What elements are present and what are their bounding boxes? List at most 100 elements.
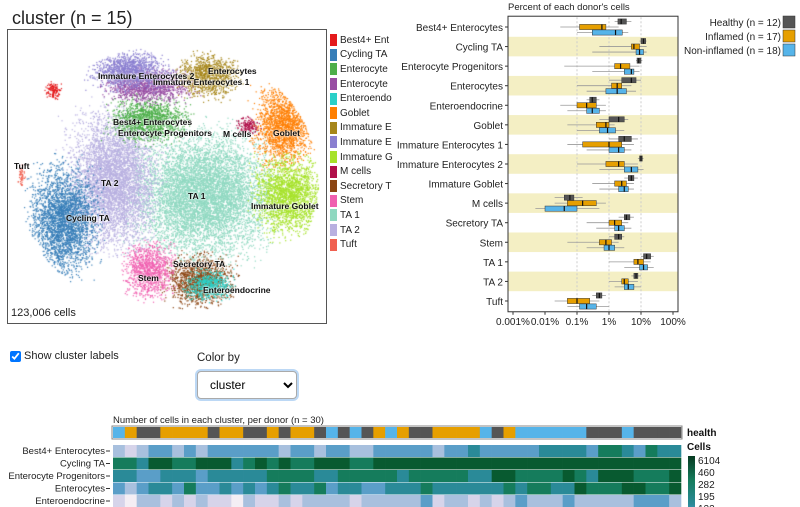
box — [614, 180, 627, 187]
box — [589, 96, 597, 103]
heatmap-cell — [266, 482, 279, 495]
show-cluster-labels-checkbox[interactable]: Show cluster labels — [8, 350, 119, 362]
heatmap-cell — [290, 495, 303, 507]
legend-item[interactable]: Tuft — [330, 237, 400, 252]
health-cell — [408, 427, 421, 438]
health-cell — [527, 427, 540, 438]
heatmap-cell — [657, 495, 670, 507]
y-tick-label: TA 2 — [483, 277, 503, 288]
heatmap-cell — [219, 495, 232, 507]
cluster-label: M cells — [223, 129, 252, 139]
legend-item[interactable]: M cells — [330, 164, 400, 179]
heatmap-cell — [432, 457, 445, 470]
legend-item[interactable]: TA 2 — [330, 223, 400, 238]
health-cell — [444, 427, 457, 438]
legend-item[interactable]: Cycling TA — [330, 48, 400, 63]
color-by-label: Color by — [197, 352, 240, 364]
heatmap-cell — [231, 470, 244, 482]
y-tick-label: Enterocytes — [450, 82, 503, 93]
heatmap-cell — [397, 445, 410, 457]
heatmap-cell — [479, 495, 492, 507]
heatmap-cell — [302, 445, 315, 457]
heatmap-cell — [113, 482, 126, 495]
box — [579, 24, 607, 30]
legend-swatch — [782, 43, 796, 57]
legend-item[interactable]: Best4+ Ent — [330, 33, 400, 48]
legend-label: Inflamed (n = 17) — [705, 32, 781, 43]
heatmap-cell — [136, 482, 149, 495]
heatmap-cell — [160, 482, 173, 495]
legend-item[interactable]: Enterocyte — [330, 62, 400, 77]
health-cell — [539, 427, 552, 438]
legend-swatch — [330, 209, 337, 222]
legend-item[interactable]: Immature G — [330, 150, 400, 165]
x-tick-label: 0.1% — [566, 317, 589, 328]
heatmap-cell — [539, 445, 552, 457]
legend-item[interactable]: Immature E — [330, 135, 400, 150]
legend-swatch — [330, 238, 337, 251]
heatmap-cell — [479, 470, 492, 482]
heatmap-cell — [657, 445, 670, 457]
heatmap-cell — [148, 482, 161, 495]
box — [614, 225, 625, 232]
health-cell — [503, 427, 516, 438]
cluster-legend: Best4+ Ent Cycling TA Enterocyte Enterocyte… — [330, 33, 400, 252]
heatmap-cell — [397, 457, 410, 470]
heatmap-cell — [515, 470, 528, 482]
x-tick-label: 0.001% — [496, 317, 530, 328]
heatmap-cell — [195, 482, 208, 495]
legend-item[interactable]: Immature E — [330, 121, 400, 136]
heatmap-cell — [326, 482, 339, 495]
heatmap-cell — [278, 457, 291, 470]
heatmap-cell — [207, 495, 220, 507]
heatmap-cell — [148, 470, 161, 482]
heatmap-cell — [444, 470, 457, 482]
heatmap-cell — [444, 445, 457, 457]
heatmap-cell — [669, 457, 682, 470]
box — [633, 258, 644, 265]
heatmap-cell — [574, 470, 587, 482]
legend-item[interactable]: Enteroendo — [330, 91, 400, 106]
box — [624, 284, 635, 290]
row-band — [508, 36, 678, 57]
legend-label: Healthy (n = 12) — [710, 18, 781, 29]
heatmap-cell — [562, 495, 575, 507]
health-cell — [574, 427, 587, 438]
heatmap-cell — [361, 445, 374, 457]
heatmap-cell — [349, 457, 362, 470]
heatmap-cell — [266, 457, 279, 470]
heatmap-cell — [349, 495, 362, 507]
heatmap-cell — [266, 470, 279, 482]
heatmap-cell — [337, 470, 350, 482]
health-cell — [266, 427, 279, 438]
heatmap-cell — [598, 457, 611, 470]
heatmap-cell — [610, 482, 623, 495]
legend-item[interactable]: TA 1 — [330, 208, 400, 223]
cluster-label: TA 2 — [101, 178, 119, 188]
health-cell — [610, 427, 623, 438]
legend-item[interactable]: Stem — [330, 194, 400, 209]
heatmap-cell — [562, 482, 575, 495]
legend-item[interactable]: Secretory T — [330, 179, 400, 194]
heatmap-cell — [503, 495, 516, 507]
cluster-label: Goblet — [273, 128, 300, 138]
legend-item[interactable]: Goblet — [330, 106, 400, 121]
box — [582, 141, 622, 148]
heatmap-cell — [326, 470, 339, 482]
legend-item[interactable]: Enterocyte — [330, 77, 400, 92]
heatmap-cell — [302, 495, 315, 507]
box — [567, 298, 590, 304]
heatmap-cell — [326, 457, 339, 470]
legend-label: Enteroendo — [340, 93, 392, 105]
heatmap-cell — [136, 470, 149, 482]
tsne-plot[interactable]: Best4+ Enterocytes Cycling TA Enterocyte P… — [7, 29, 327, 324]
color-by-select[interactable]: cluster — [197, 371, 297, 399]
cluster-label: Tuft — [14, 161, 30, 171]
box — [596, 122, 610, 128]
legend-label: Enterocyte — [340, 78, 388, 90]
health-cell — [302, 427, 315, 438]
checkbox[interactable] — [10, 350, 21, 362]
heatmap-cell — [231, 445, 244, 457]
heatmap-cell — [633, 470, 646, 482]
heatmap-cell — [172, 457, 185, 470]
